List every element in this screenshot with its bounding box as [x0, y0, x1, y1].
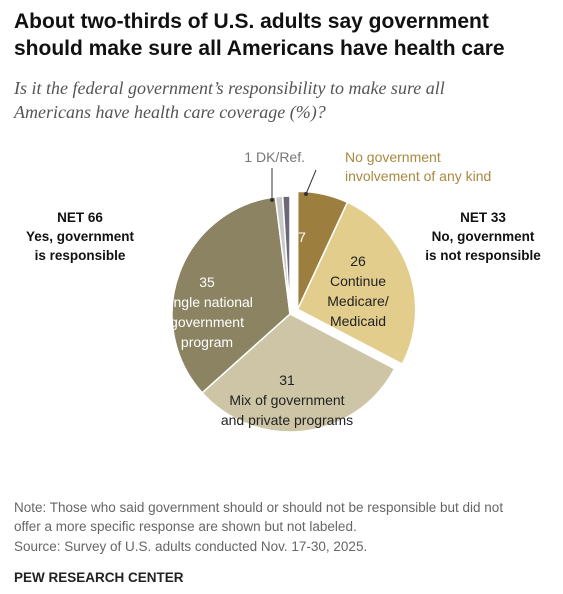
pie-slice [171, 196, 291, 394]
slice-value: 7 [298, 229, 306, 245]
leader-line [305, 169, 317, 195]
leader-dot [304, 192, 308, 196]
annotation: NET 66 Yes, government is responsible [26, 210, 135, 263]
slice-value: 35 [199, 274, 215, 290]
slice-value: 1 [244, 149, 252, 165]
pie-slice [296, 201, 417, 366]
leader-dot [270, 198, 274, 202]
slice-value: 31 [279, 372, 295, 388]
slice-label: 1 DK/Ref. [244, 149, 305, 165]
slice-label: Single national government program [161, 294, 253, 350]
slice-label: Continue Medicare/Medicaid [327, 273, 389, 329]
pie-slice [281, 195, 291, 315]
chart-subtitle: Is it the federal government’s responsib… [13, 78, 445, 123]
chart-title: About two-thirds of U.S. adults say gove… [14, 10, 505, 60]
source: Source: Survey of U.S. adults conducted … [14, 539, 367, 554]
slice-label: No government involvement of any kind [345, 149, 491, 184]
footer: PEW RESEARCH CENTER [14, 570, 184, 585]
pie-slice [201, 313, 396, 433]
annotation: NET 33 No, government is not responsible [425, 210, 541, 263]
slice-value: 26 [350, 253, 366, 269]
slice-label: Mix of government and private programs [221, 392, 353, 428]
slice-category: DK/Ref. [256, 149, 305, 165]
note: Note: Those who said government should o… [14, 500, 503, 534]
